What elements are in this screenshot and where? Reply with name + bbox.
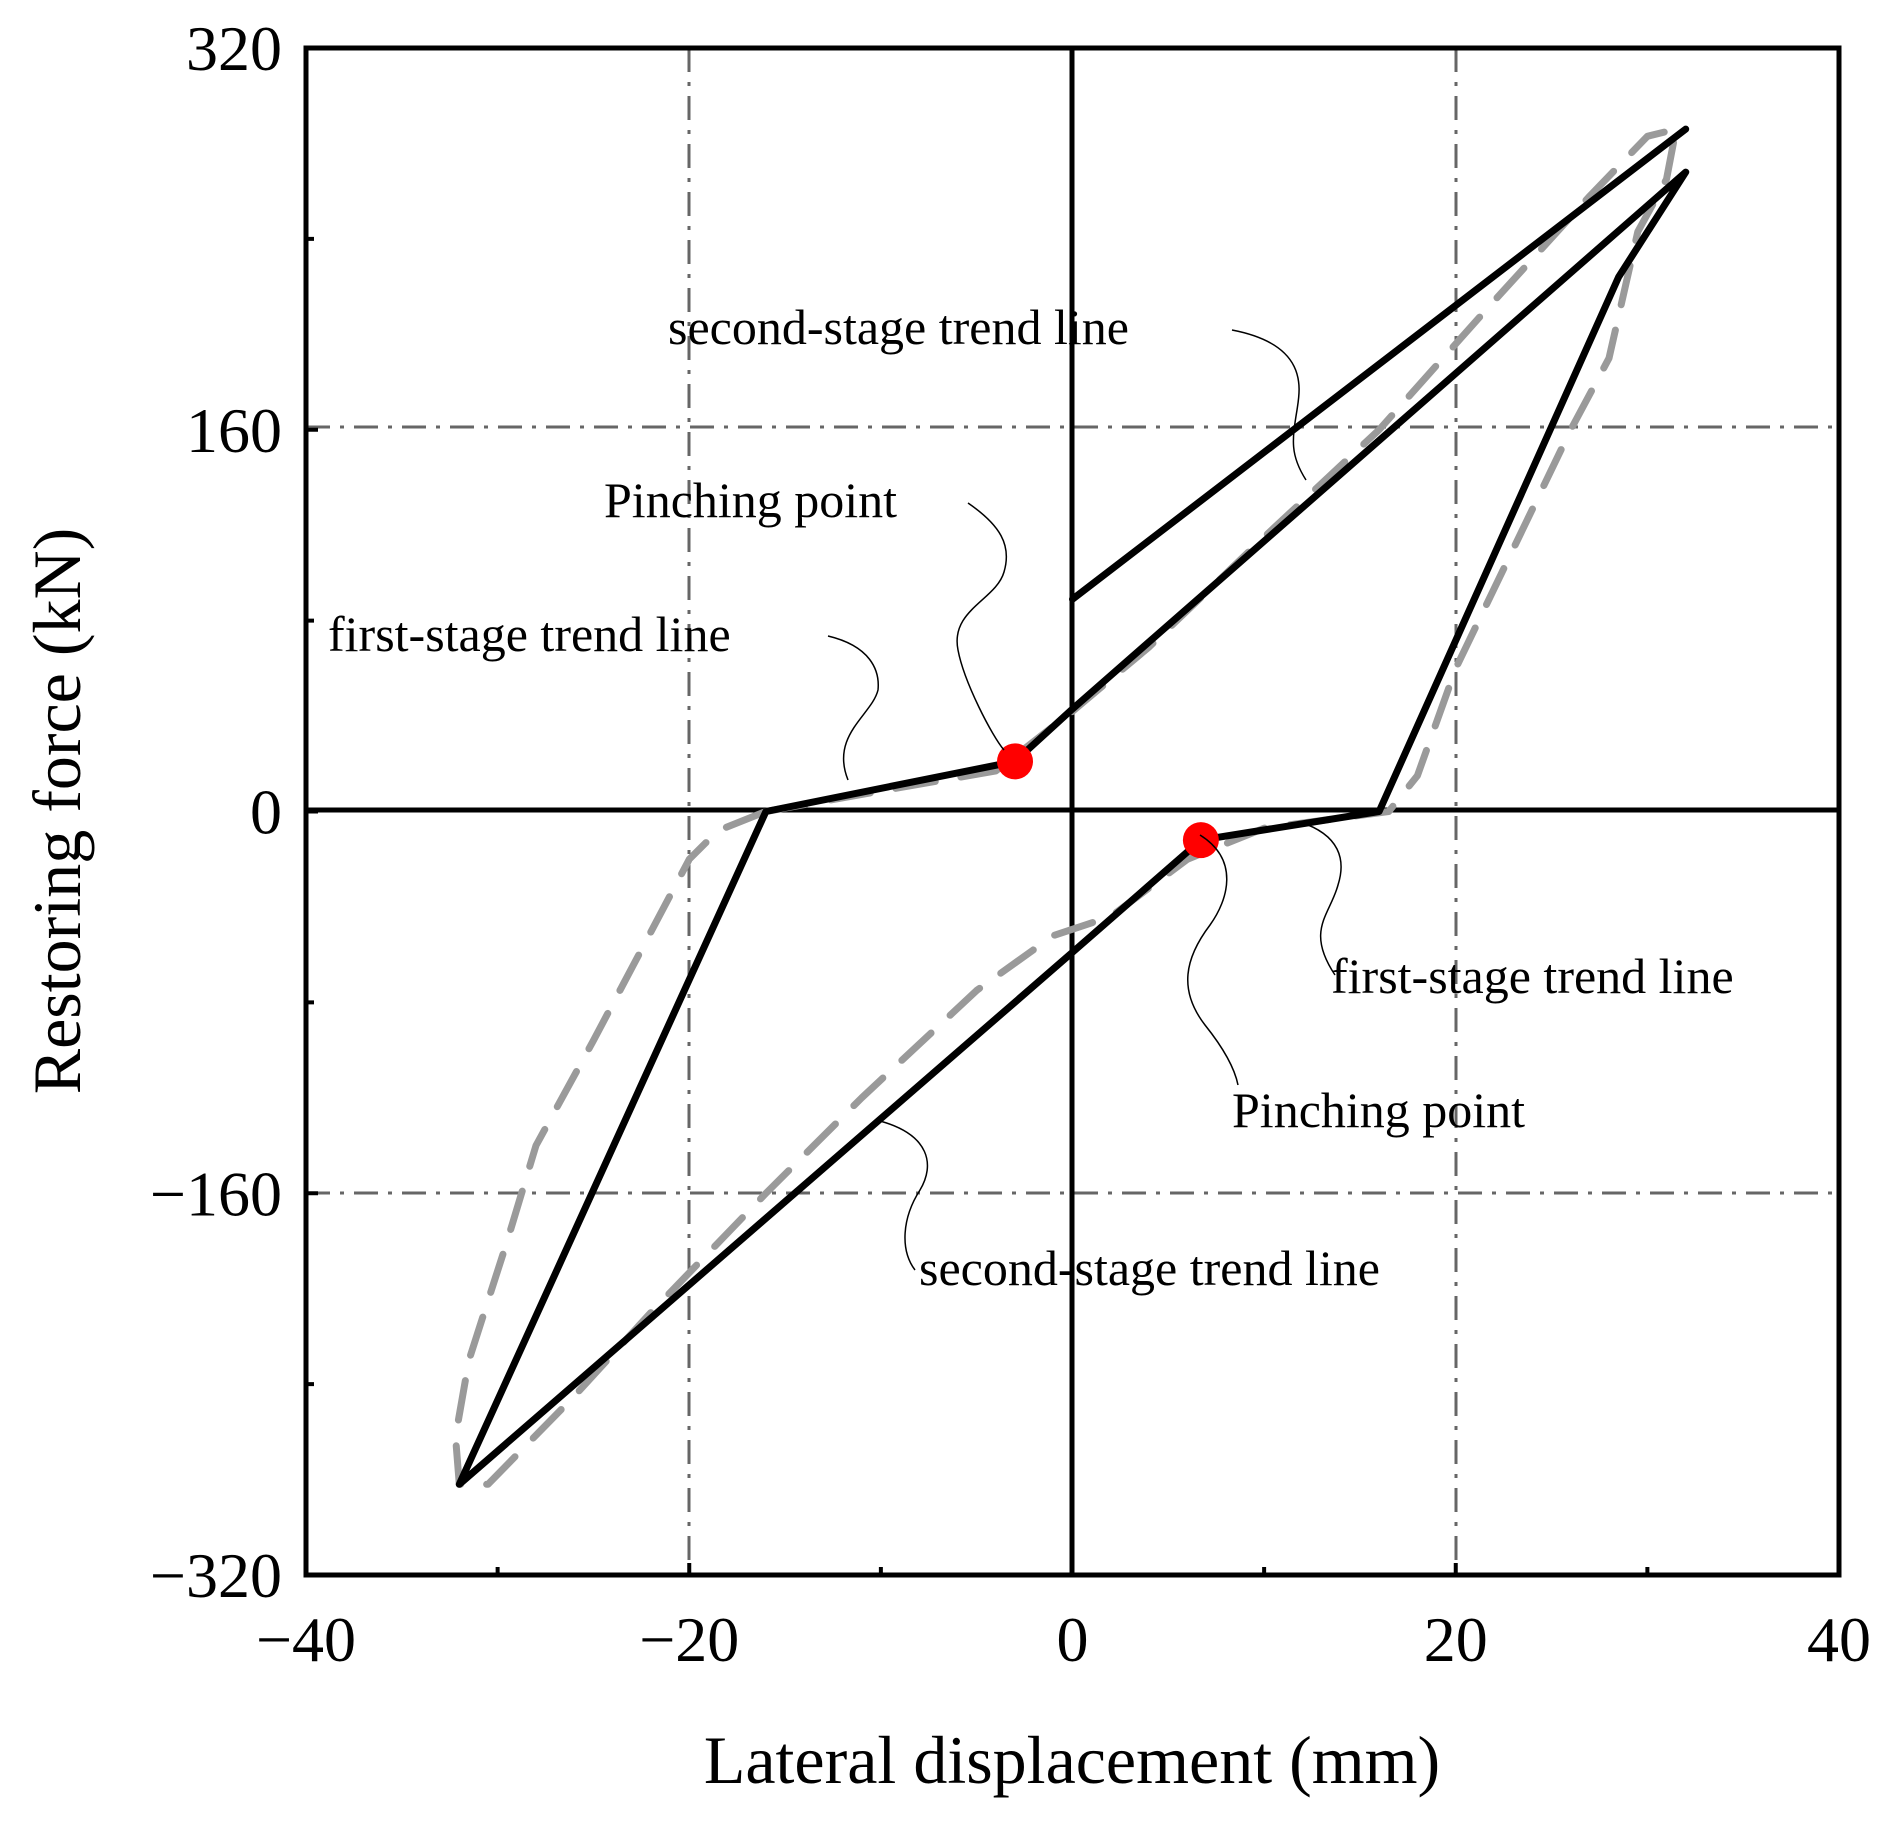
annotation-pinching-upper: Pinching point	[604, 472, 897, 528]
x-tick-label: −40	[256, 1604, 356, 1675]
series-layer	[452, 125, 1690, 1488]
y-tick-label: 0	[250, 777, 282, 848]
axis-ticks	[304, 46, 1841, 1577]
pinching-point-marker-2	[1182, 822, 1219, 859]
pinching-point-marker-1	[997, 743, 1034, 780]
y-axis-title: Restoring force (kN)	[19, 528, 95, 1094]
leader-pinching-upper	[956, 502, 1008, 751]
y-tick-label: −160	[150, 1158, 282, 1229]
x-tick-label: −20	[639, 1604, 739, 1675]
annotation-first-stage-upper: first-stage trend line	[328, 606, 731, 662]
annotation-first-stage-lower: first-stage trend line	[1331, 948, 1734, 1004]
annotations: second-stage trend line Pinching point f…	[328, 299, 1734, 1296]
leader-pinching-lower	[1187, 834, 1239, 1086]
series-model-trend-lines	[455, 168, 1690, 1488]
x-axis-title: Lateral displacement (mm)	[704, 1722, 1440, 1798]
annotation-second-stage-upper: second-stage trend line	[668, 299, 1129, 355]
x-tick-label: 0	[1057, 1604, 1089, 1675]
x-tick-label: 20	[1424, 1604, 1488, 1675]
y-tick-label: 160	[186, 395, 282, 466]
leader-first-stage-upper	[827, 635, 879, 781]
tick-labels: −40 −20 0 20 40 −320 −160 0 160 320	[150, 13, 1871, 1675]
series-second-stage-trend-line-upper-	[1069, 125, 1690, 603]
leader-second-stage-lower	[879, 1120, 929, 1271]
annotation-pinching-lower: Pinching point	[1232, 1082, 1525, 1138]
leader-first-stage-lower	[1299, 821, 1342, 976]
leader-lines	[827, 329, 1342, 1271]
annotation-second-stage-lower: second-stage trend line	[919, 1240, 1380, 1296]
x-tick-label: 40	[1807, 1604, 1871, 1675]
leader-second-stage-upper	[1231, 329, 1307, 481]
y-tick-label: 320	[186, 13, 282, 84]
y-tick-label: −320	[150, 1540, 282, 1611]
